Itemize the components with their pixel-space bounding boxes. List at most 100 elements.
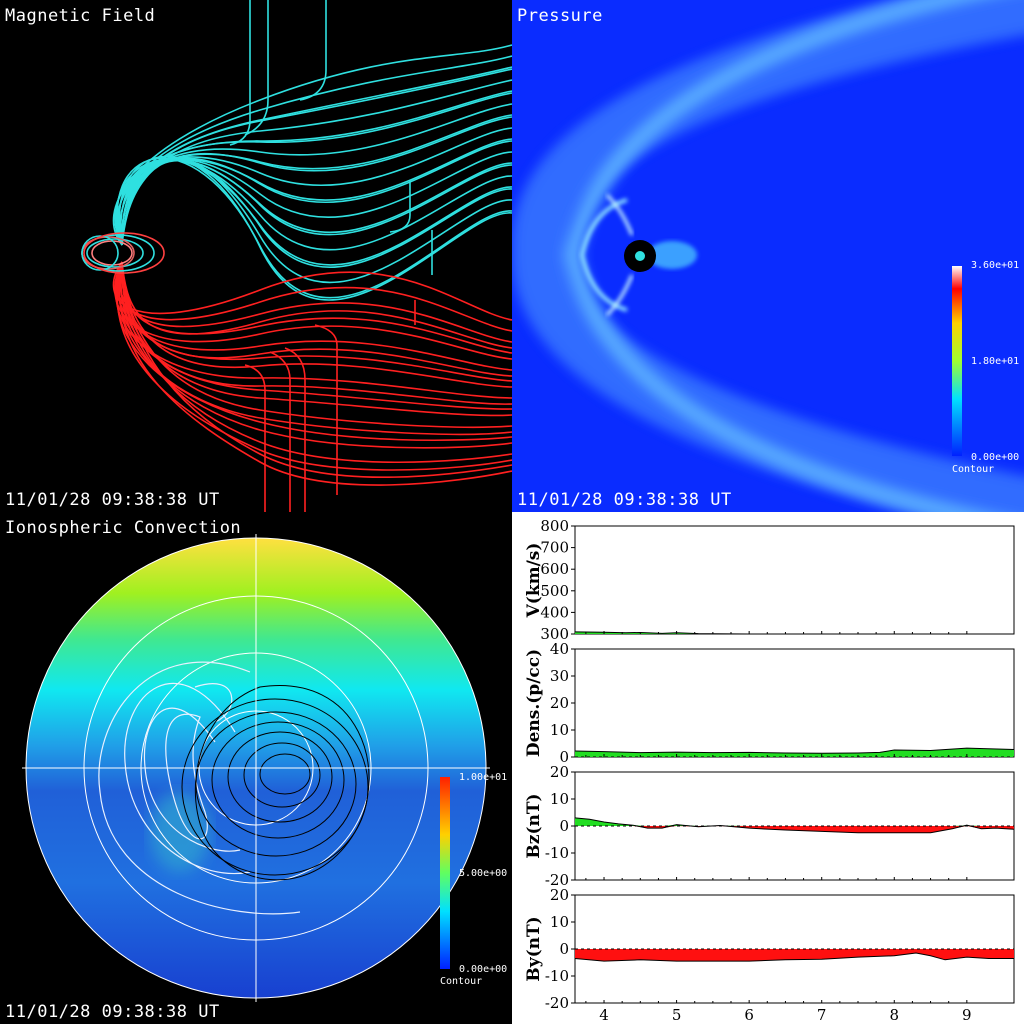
y-tick-label: 0 [559,940,569,958]
y-tick-label: 20 [550,763,569,781]
ionosphere-colorbar [440,777,450,969]
series-line [574,952,1014,962]
pressure-colorbar [952,266,962,456]
southward-field-line [119,261,512,382]
southward-field-line [284,347,306,512]
y-tick-label: -10 [545,844,569,862]
y-tick-label: 0 [559,817,569,835]
positive-area [575,817,1014,826]
northward-field-line [121,116,512,246]
northward-field-line [389,180,411,233]
southward-field-line [118,261,512,486]
solar-wind-timeseries-panel: 800 700 600 500 400 300 V(km/s) 40 30 20 10 0 Dens.(… [512,512,1024,1024]
pressure-colorbar-caption: Contour [952,464,994,475]
negative-area [575,949,1014,962]
ionosphere-colorbar-max: 1.00e+01 [459,772,507,783]
northward-field-line [118,159,512,251]
y-tick-label: 500 [540,582,569,600]
southward-field-line [120,261,512,354]
y-tick-label: 20 [550,886,569,904]
y-tick-label: 0 [559,748,569,766]
southward-field-line [121,261,512,417]
plasma-sheet-lobe [647,241,697,269]
southward-field-line [121,261,512,479]
x-tick-label: 6 [744,1006,754,1024]
southward-field-line [118,261,512,343]
y-tick-label: 600 [540,560,569,578]
y-axis-label: Dens.(p/cc) [524,649,544,757]
y-tick-label: 20 [550,694,569,712]
ionosphere-colorbar-caption: Contour [440,976,482,987]
northward-field-line [121,157,512,268]
northward-field-line [118,155,512,301]
ionospheric-convection-timestamp: 11/01/28 09:38:38 UT [5,1002,220,1022]
southward-field-line [115,261,512,399]
southward-field-line [314,324,338,495]
bow-shock [512,0,1024,512]
y-tick-label: 10 [550,721,569,739]
y-tick-label: 40 [550,640,569,658]
southward-field-line [117,261,512,410]
x-tick-label: 8 [889,1006,899,1024]
magnetic-field-lines [81,0,512,512]
y-tick-label: 10 [550,913,569,931]
southward-field-line [121,261,512,464]
southward-field-line [114,261,512,360]
northward-field-line [299,0,327,101]
pressure-plot: 3.60e+01 1.80e+01 0.00e+00 Contour [512,0,1024,512]
southward-field-line [116,261,512,471]
ionospheric-convection-title: Ionospheric Convection [5,518,242,538]
y-tick-label: 400 [540,603,569,621]
pressure-title: Pressure [517,6,603,26]
y-tick-label: 30 [550,667,569,685]
pressure-panel: 3.60e+01 1.80e+01 0.00e+00 Contour Press… [512,0,1024,512]
y-tick-label: -20 [545,994,569,1012]
northward-field-line [116,157,512,299]
southward-field-line [119,261,512,405]
southward-field-line [121,261,512,349]
magnetic-field-timestamp: 11/01/28 09:38:38 UT [5,490,220,510]
earth-dipole-loops [81,232,165,274]
y-tick-label: 700 [540,539,569,557]
northward-field-line [121,157,512,284]
northward-field-line [116,158,512,246]
y-axis-label: Bz(nT) [524,793,544,858]
northward-field-line [121,159,512,246]
ionosphere-colorbar-min: 0.00e+00 [459,964,507,975]
solar-wind-timeseries-charts: 800700600500400300V(km/s)403020100Dens.(… [524,517,1015,1024]
southward-field-line [244,364,266,512]
x-tick-label: 9 [962,1006,972,1024]
chart-frame [574,648,1015,758]
southward-field-line [117,261,512,371]
pressure-colorbar-mid: 1.80e+01 [971,356,1019,367]
northward-field-line [121,151,512,246]
southward-field-line [115,261,512,332]
y-axis-label: By(nT) [524,916,544,981]
negative-area [575,826,1014,833]
pressure-colorbar-min: 0.00e+00 [971,452,1019,463]
y-tick-label: -10 [545,967,569,985]
ionosphere-colorbar-mid: 5.00e+00 [459,868,507,879]
northward-field-line [117,138,512,246]
magnetic-field-title: Magnetic Field [5,6,156,26]
southward-field-line [115,261,512,442]
southward-field-line [121,261,512,388]
y-tick-label: -20 [545,871,569,889]
x-tick-label: 4 [599,1006,609,1024]
northward-field-line [119,103,512,246]
x-tick-label: 5 [672,1006,682,1024]
northward-field-line [244,0,269,136]
northward-field-line [115,127,512,246]
chart-frame [574,525,1015,635]
southward-field-line [269,351,291,512]
positive-potential-contours [98,661,301,915]
southward-field-line [121,261,512,429]
series-line [574,747,1015,754]
x-tick-label: 7 [817,1006,827,1024]
southward-field-line [120,261,512,449]
y-tick-label: 300 [540,625,569,643]
negative-potential-contours [181,685,370,881]
ionospheric-convection-panel: 1.00e+01 5.00e+00 0.00e+00 Contour Ionos… [0,512,512,1024]
y-tick-label: 10 [550,790,569,808]
earth-core-icon [635,251,645,261]
